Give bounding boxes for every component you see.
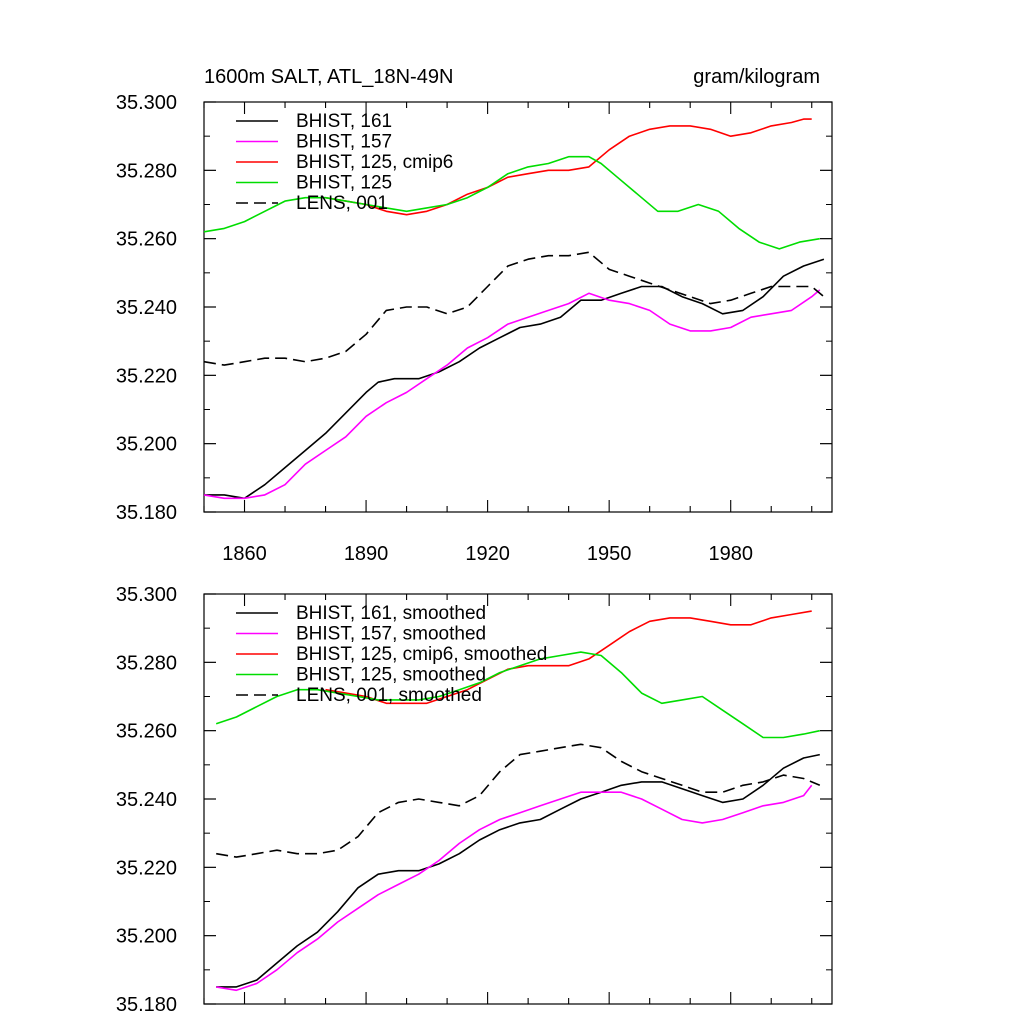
x-tick-label: 1950: [587, 543, 632, 565]
series-lines: [215, 610, 821, 992]
y-tick-label: 35.180: [116, 994, 177, 1016]
x-tick-label: 1890: [344, 543, 389, 565]
y-tick-label: 35.260: [116, 229, 177, 251]
legend-label: LENS, 001, smoothed: [296, 685, 482, 706]
x-axis: 1860 1890 1920 1950 1980: [203, 102, 813, 565]
bottom-panel: 35.180 35.200 35.220 35.240 35.260 35.280 35.3…: [116, 584, 833, 1016]
y-tick-label: 35.300: [116, 92, 177, 114]
series-line: [203, 251, 825, 366]
y-tick-label: 35.220: [116, 857, 177, 879]
legend-label: BHIST, 161: [296, 111, 392, 132]
legend-label: BHIST, 125, cmip6: [296, 152, 453, 173]
legend-label: LENS, 001: [296, 193, 388, 214]
y-tick-label: 35.180: [116, 502, 177, 524]
series-line: [204, 258, 825, 500]
series-line: [216, 753, 820, 988]
y-tick-label: 35.200: [116, 926, 177, 948]
series-line: [203, 155, 820, 250]
series-line: [325, 118, 812, 216]
legend-label: BHIST, 161, smoothed: [296, 603, 486, 624]
series-line: [325, 610, 812, 705]
top-panel: 1600m SALT, ATL_18N-49N gram/kilogram 35…: [116, 66, 833, 565]
series-line: [216, 784, 813, 992]
series-lines: [203, 118, 825, 500]
x-axis: [203, 594, 813, 1004]
y-tick-label: 35.260: [116, 721, 177, 743]
y-axis: 35.180 35.200 35.220 35.240 35.260 35.280 35.3…: [116, 584, 832, 1016]
chart-title: 1600m SALT, ATL_18N-49N: [204, 66, 453, 88]
series-line: [215, 651, 820, 739]
series-line: [216, 743, 821, 858]
legend-label: BHIST, 157, smoothed: [296, 624, 486, 645]
y-tick-label: 35.200: [116, 434, 177, 456]
legend-label: BHIST, 125: [296, 173, 392, 194]
y-tick-label: 35.240: [116, 297, 177, 319]
legend-label: BHIST, 125, cmip6, smoothed: [296, 644, 547, 665]
series-line: [203, 289, 821, 500]
y-tick-label: 35.240: [116, 789, 177, 811]
y-tick-label: 35.220: [116, 365, 177, 387]
x-tick-label: 1980: [708, 543, 753, 565]
y-tick-label: 35.280: [116, 160, 177, 182]
legend-label: BHIST, 125, smoothed: [296, 665, 486, 686]
y-tick-label: 35.300: [116, 584, 177, 606]
units-label: gram/kilogram: [693, 66, 820, 88]
y-tick-label: 35.280: [116, 652, 177, 674]
x-tick-label: 1860: [222, 543, 267, 565]
legend-label: BHIST, 157: [296, 132, 392, 153]
x-tick-label: 1920: [465, 543, 510, 565]
y-axis: 35.180 35.200 35.220 35.240 35.260 35.280 35.3…: [116, 92, 832, 524]
